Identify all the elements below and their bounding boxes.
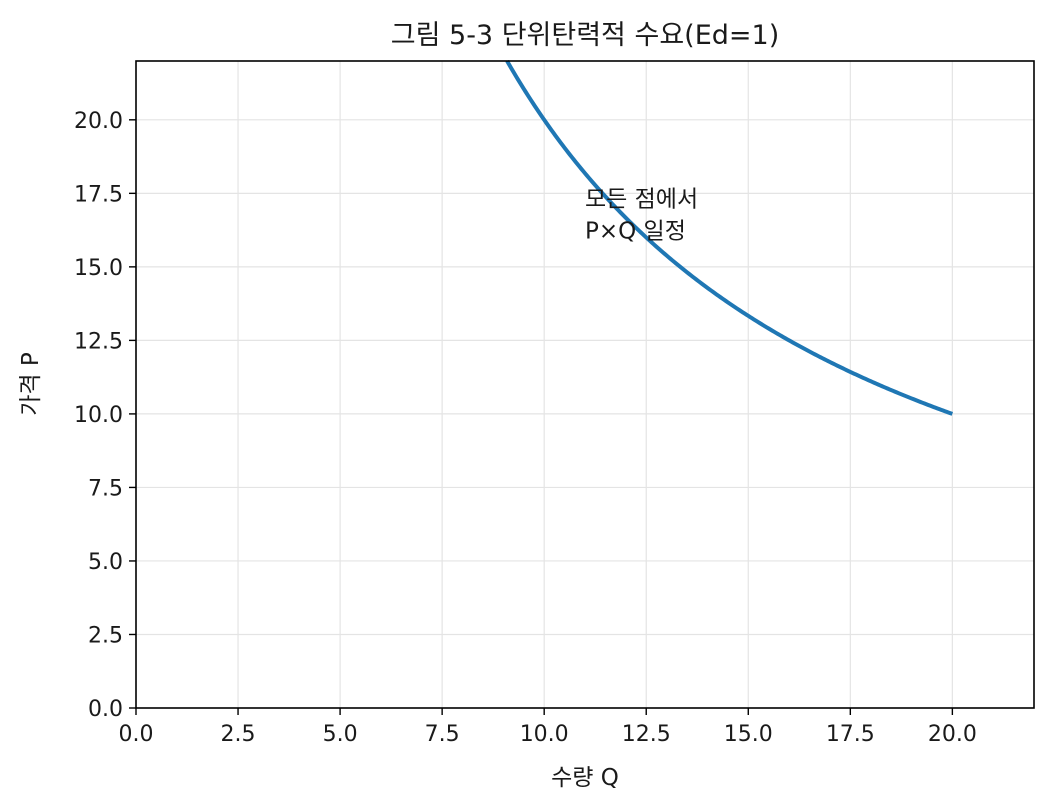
series-layer: [505, 59, 954, 416]
y-tick-label: 7.5: [88, 476, 123, 501]
x-axis-label: 수량 Q: [551, 765, 619, 791]
x-tick-label: 20.0: [928, 722, 977, 747]
tick-layer: 0.0 2.5 5.0 7.5 10.0 12.5 15.0 17.5 20.0 0.0 2.5 5.…: [74, 109, 977, 747]
x-tick-label: 15.0: [724, 722, 773, 747]
y-tick-label: 5.0: [88, 550, 123, 575]
x-tick-label: 0.0: [119, 722, 154, 747]
plot-frame: [135, 60, 1035, 709]
y-tick-label: 12.5: [74, 329, 123, 354]
demand-curve-line: [505, 59, 954, 416]
chart-title: 그림 5-3 단위탄력적 수요(Ed=1): [391, 20, 779, 51]
annotation-line: 모든 점에서: [585, 186, 698, 212]
y-tick-label: 0.0: [88, 697, 123, 722]
annotation-line: P×Q 일정: [585, 218, 686, 244]
annotation-layer: 모든 점에서 P×Q 일정: [585, 186, 698, 244]
x-tick-label: 10.0: [520, 722, 569, 747]
y-tick-label: 2.5: [88, 623, 123, 648]
grid-layer: [135, 61, 1034, 709]
y-tick-label: 15.0: [74, 256, 123, 281]
x-tick-label: 17.5: [826, 722, 875, 747]
x-tick-label: 7.5: [425, 722, 460, 747]
x-tick-label: 2.5: [221, 722, 256, 747]
x-tick-label: 5.0: [323, 722, 358, 747]
x-tick-label: 12.5: [622, 722, 671, 747]
y-tick-label: 10.0: [74, 403, 123, 428]
annotation-text: 모든 점에서 P×Q 일정: [585, 186, 698, 244]
y-axis-label: 가격 P: [18, 352, 44, 416]
y-tick-label: 17.5: [74, 182, 123, 207]
y-tick-label: 20.0: [74, 109, 123, 134]
